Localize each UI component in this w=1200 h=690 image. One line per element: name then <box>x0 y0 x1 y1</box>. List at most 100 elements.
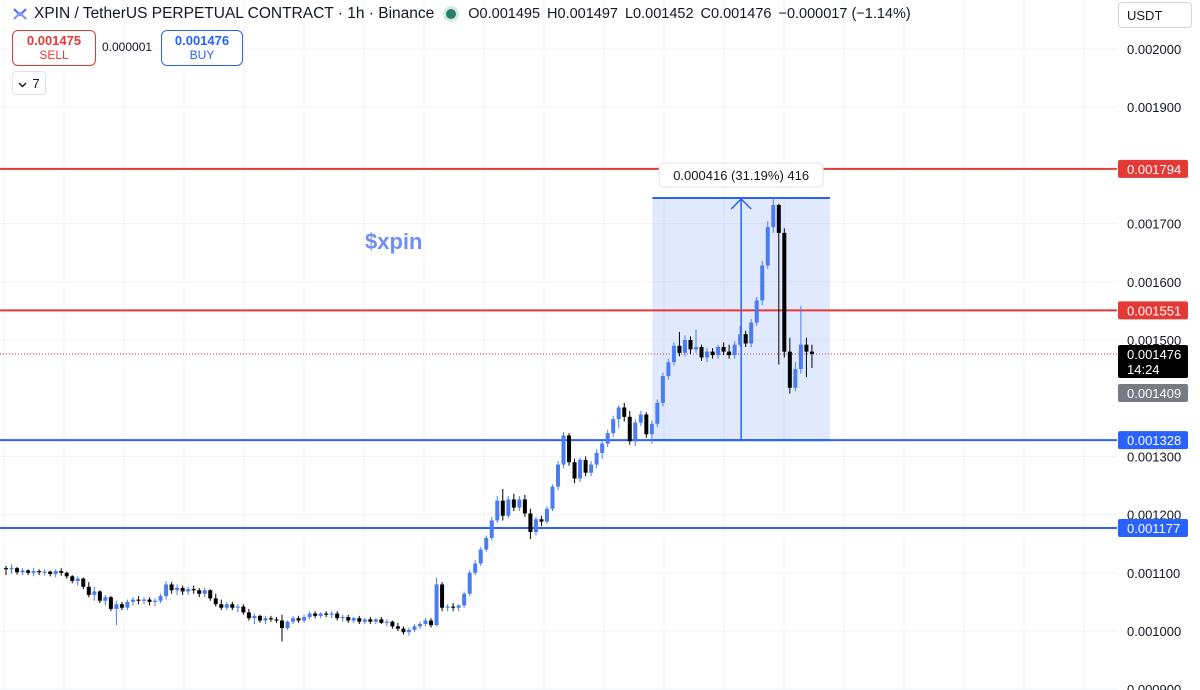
candle-body <box>246 612 251 619</box>
candle-body <box>268 618 273 620</box>
candle-body <box>224 604 229 608</box>
candle-body <box>384 621 389 623</box>
low-price-tag: 0.001409 <box>1118 383 1188 402</box>
candle-body <box>263 618 268 621</box>
candles <box>4 199 814 642</box>
candle-body <box>86 586 91 595</box>
candle-body <box>517 499 522 508</box>
currency-label: USDT <box>1127 7 1163 23</box>
candle-body <box>20 570 25 573</box>
candle-body <box>59 571 64 573</box>
indicators-toggle[interactable]: 7 <box>12 71 46 95</box>
current-price-tag-bg <box>1118 344 1188 378</box>
candle-body <box>9 568 14 570</box>
candle-body <box>412 626 417 630</box>
candle-body <box>346 617 351 621</box>
axis-tick-label: 0.001600 <box>1127 275 1181 290</box>
candle-body <box>594 452 599 465</box>
candle-body <box>180 587 185 592</box>
candle-body <box>611 419 616 434</box>
candle-body <box>727 351 732 356</box>
market-status-icon <box>446 9 457 19</box>
candle-body <box>705 351 710 358</box>
candle-body <box>556 464 560 487</box>
candle-body <box>142 599 146 601</box>
candle-body <box>533 519 538 533</box>
sell-button[interactable]: 0.001475 SELL <box>12 30 96 66</box>
axis-tick-label: 0.001300 <box>1127 449 1181 464</box>
candle-body <box>202 590 207 594</box>
candle-body <box>230 604 235 608</box>
candle-body <box>793 369 798 388</box>
candle-body <box>26 570 31 573</box>
candle-body <box>147 599 152 602</box>
candle-body <box>660 376 665 403</box>
candle-body <box>649 423 654 435</box>
price-tag-2-bg <box>1118 431 1188 450</box>
buy-label: BUY <box>189 48 215 62</box>
candle-body <box>379 619 384 623</box>
measure-label: 0.000416 (31.19%) 416 <box>658 162 824 188</box>
candle-body <box>15 568 20 573</box>
candle-body <box>782 232 787 352</box>
candle-body <box>776 204 781 233</box>
candle-body <box>798 344 803 370</box>
ohlc-close: C0.001476 <box>700 6 772 22</box>
price-tag-0-text: 0.001794 <box>1127 162 1181 177</box>
symbol-title[interactable]: XPIN / TetherUS PERPETUAL CONTRACT · 1h … <box>34 5 435 22</box>
candle-body <box>373 619 378 622</box>
candle-body <box>235 606 240 608</box>
candle-body <box>53 571 58 574</box>
buy-price: 0.001476 <box>174 33 230 48</box>
candle-body <box>136 599 141 601</box>
candle-body <box>765 227 770 266</box>
xpin-logo-icon <box>12 6 28 22</box>
chevron-down-icon <box>18 76 27 91</box>
measure-arrowhead <box>730 197 752 210</box>
candle-body <box>108 597 113 609</box>
price-axis[interactable]: 0.002000 0.001900 0.001700 0.001600 0.001500… <box>1118 42 1188 690</box>
candle-body <box>771 204 776 228</box>
candle-body <box>544 508 549 522</box>
candle-body <box>473 563 478 573</box>
candle-body <box>406 629 411 633</box>
candle-body <box>677 345 682 353</box>
candle-body <box>186 589 191 592</box>
price-tag-0: 0.001794 <box>1118 159 1188 178</box>
candle-body <box>114 604 119 609</box>
candle-body <box>418 624 422 627</box>
candle-body <box>589 464 594 473</box>
candle-body <box>732 344 737 356</box>
current-price-tag-text: 0.001476 <box>1127 347 1181 362</box>
candle-body <box>550 486 555 509</box>
candle-body <box>694 346 698 350</box>
xpin-text-annotation[interactable]: $xpin <box>365 229 422 254</box>
candle-body <box>539 519 544 522</box>
ohlc-open: O0.001495 <box>468 6 541 22</box>
price-tag-0-bg <box>1118 159 1188 178</box>
current-price-tag-countdown: 14:24 <box>1127 362 1160 377</box>
candle-body <box>213 598 218 605</box>
spread-value: 0.000001 <box>102 40 153 54</box>
candle-body <box>600 443 605 453</box>
candle-body <box>484 537 489 550</box>
candle-body <box>252 615 257 619</box>
buy-button[interactable]: 0.001476 BUY <box>161 30 243 66</box>
candle-body <box>395 626 400 629</box>
currency-selector[interactable]: USDT <box>1118 2 1192 28</box>
price-tag-1: 0.001551 <box>1118 301 1188 320</box>
candle-body <box>119 604 124 608</box>
sell-label: SELL <box>39 48 69 62</box>
candle-body <box>208 590 213 599</box>
candle-body <box>467 572 472 594</box>
candle-body <box>324 613 329 615</box>
candle-body <box>329 613 334 615</box>
axis-tick-label: 0.001000 <box>1127 624 1181 639</box>
candle-body <box>307 613 312 618</box>
measure-label-text: 0.000416 (31.19%) 416 <box>673 168 809 183</box>
candle-body <box>754 300 759 323</box>
axis-tick-label: 0.001700 <box>1127 217 1181 232</box>
candle-body <box>169 584 174 591</box>
candle-body <box>274 619 279 621</box>
